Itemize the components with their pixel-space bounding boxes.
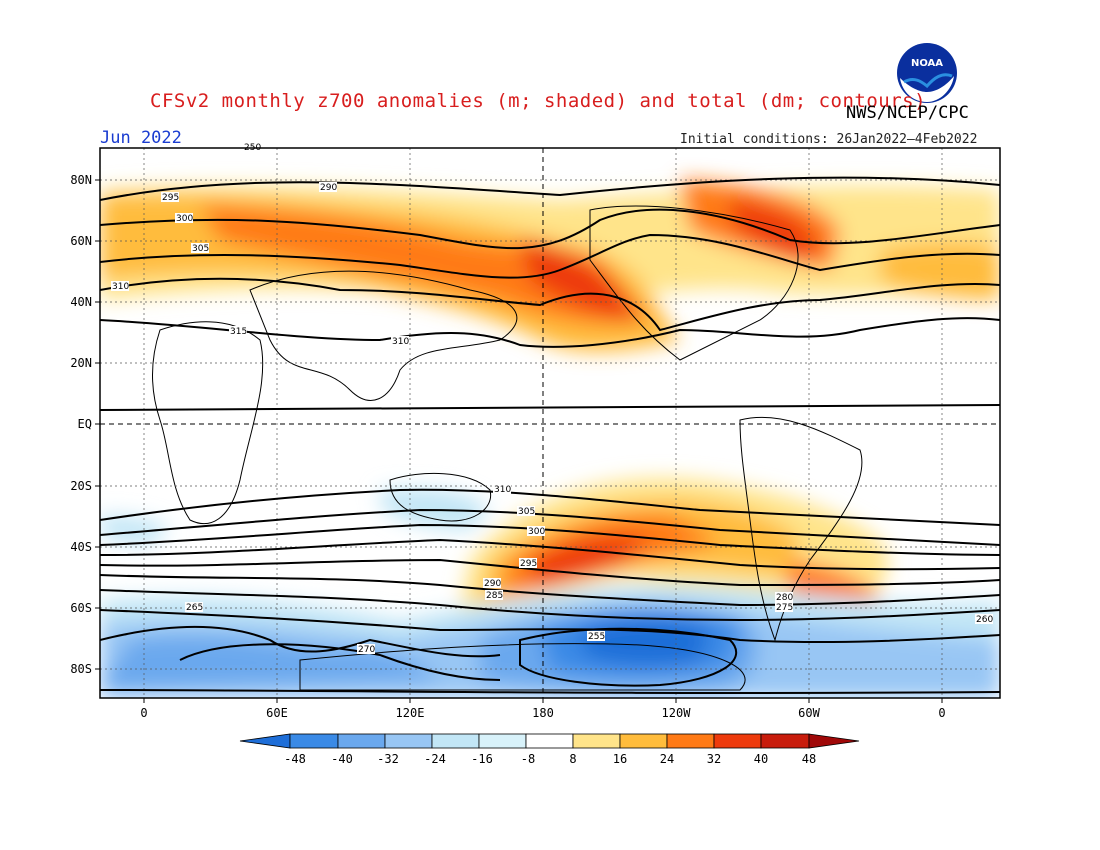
lat-label: 80S bbox=[70, 662, 92, 676]
contour-label: 290 bbox=[483, 578, 501, 589]
contour-label: 310 bbox=[111, 281, 129, 292]
svg-text:285: 285 bbox=[486, 591, 503, 601]
contour-label: 280 bbox=[775, 592, 793, 603]
svg-text:255: 255 bbox=[588, 632, 605, 642]
contour-label: 310 bbox=[493, 484, 511, 495]
colorbar-tick: 24 bbox=[659, 752, 675, 766]
svg-text:305: 305 bbox=[192, 244, 209, 254]
colorbar-tick: 40 bbox=[753, 752, 769, 766]
svg-text:300: 300 bbox=[528, 527, 545, 537]
svg-text:310: 310 bbox=[112, 282, 129, 292]
svg-text:270: 270 bbox=[358, 645, 375, 655]
contour-label: 305 bbox=[191, 243, 209, 254]
contour-label: 305 bbox=[517, 506, 535, 517]
noaa-logo-text: NOAA bbox=[911, 58, 943, 69]
colorbar bbox=[239, 733, 860, 749]
lon-label: 120W bbox=[661, 706, 691, 720]
lat-label: 20N bbox=[70, 356, 92, 370]
contour-label: 300 bbox=[175, 213, 193, 224]
axis-ticks bbox=[95, 179, 943, 703]
lon-label: 0 bbox=[140, 706, 148, 720]
colorbar-tick: -40 bbox=[331, 752, 353, 766]
anomaly-shading bbox=[100, 180, 1000, 698]
contour-label: 290 bbox=[319, 182, 337, 193]
svg-text:280: 280 bbox=[776, 593, 793, 603]
contour-label: 300 bbox=[527, 526, 545, 537]
svg-text:310: 310 bbox=[392, 337, 409, 347]
noaa-logo: NOAA bbox=[897, 43, 957, 103]
svg-text:305: 305 bbox=[518, 507, 535, 517]
lat-label: 40S bbox=[70, 540, 92, 554]
colorbar-tick: 16 bbox=[612, 752, 628, 766]
colorbar-arrow-right bbox=[808, 733, 860, 749]
lat-label: 60N bbox=[70, 234, 92, 248]
contour-label: 315 bbox=[229, 326, 247, 337]
agency-label: NWS/NCEP/CPC bbox=[846, 103, 969, 123]
lat-label: 80N bbox=[70, 173, 92, 187]
svg-text:310: 310 bbox=[494, 485, 511, 495]
lat-label: 40N bbox=[70, 295, 92, 309]
map-frame bbox=[99, 147, 1001, 699]
lon-label: 120E bbox=[395, 706, 425, 720]
colorbar-tick: 8 bbox=[569, 752, 577, 766]
lat-label: 60S bbox=[70, 601, 92, 615]
colorbar-tick: -16 bbox=[471, 752, 493, 766]
colorbar-tick: -48 bbox=[284, 752, 306, 766]
lat-label: EQ bbox=[77, 417, 92, 431]
lat-label: 20S bbox=[70, 479, 92, 493]
colorbar-tick: -32 bbox=[377, 752, 399, 766]
lon-label: 60W bbox=[798, 706, 820, 720]
colorbar-tick: -8 bbox=[520, 752, 536, 766]
contour-label: 260 bbox=[975, 614, 993, 625]
svg-text:275: 275 bbox=[776, 603, 793, 613]
colorbar-arrow-left bbox=[239, 733, 291, 749]
contour-label: 275 bbox=[775, 602, 793, 613]
contour-label: 270 bbox=[357, 644, 375, 655]
contour-label: 310 bbox=[391, 336, 409, 347]
colorbar-tick: 32 bbox=[706, 752, 722, 766]
coastlines bbox=[152, 205, 863, 691]
height-contours bbox=[100, 176, 1000, 694]
colorbar-tick: -24 bbox=[424, 752, 446, 766]
svg-text:295: 295 bbox=[520, 559, 537, 569]
initial-conditions: Initial conditions: 26Jan2022–4Feb2022 bbox=[680, 132, 978, 147]
contour-label: 295 bbox=[519, 558, 537, 569]
lon-label: 180 bbox=[532, 706, 554, 720]
lon-label: 60E bbox=[266, 706, 288, 720]
svg-text:300: 300 bbox=[176, 214, 193, 224]
svg-text:315: 315 bbox=[230, 327, 247, 337]
contour-label: 285 bbox=[485, 590, 503, 601]
grid-lines bbox=[100, 148, 1000, 698]
forecast-month: Jun 2022 bbox=[100, 128, 182, 148]
contour-label: 265 bbox=[185, 602, 203, 613]
colorbar-tick: 48 bbox=[801, 752, 817, 766]
svg-text:295: 295 bbox=[162, 193, 179, 203]
chart-title: CFSv2 monthly z700 anomalies (m; shaded)… bbox=[150, 90, 927, 112]
contour-label: 295 bbox=[161, 192, 179, 203]
svg-text:290: 290 bbox=[320, 183, 337, 193]
svg-text:265: 265 bbox=[186, 603, 203, 613]
svg-text:290: 290 bbox=[484, 579, 501, 589]
contour-labels: 250 290 295 300 305 310 315 310 310 305 … bbox=[111, 142, 993, 655]
lon-label: 0 bbox=[938, 706, 946, 720]
svg-text:260: 260 bbox=[976, 615, 993, 625]
contour-label: 255 bbox=[587, 631, 605, 642]
